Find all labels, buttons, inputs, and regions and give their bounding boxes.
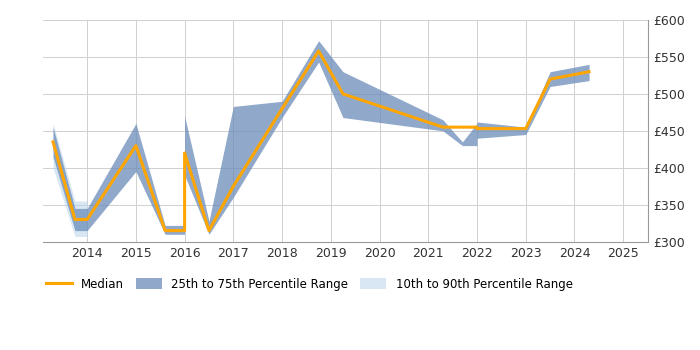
Legend: Median, 25th to 75th Percentile Range, 10th to 90th Percentile Range: Median, 25th to 75th Percentile Range, 1… [42,274,576,294]
